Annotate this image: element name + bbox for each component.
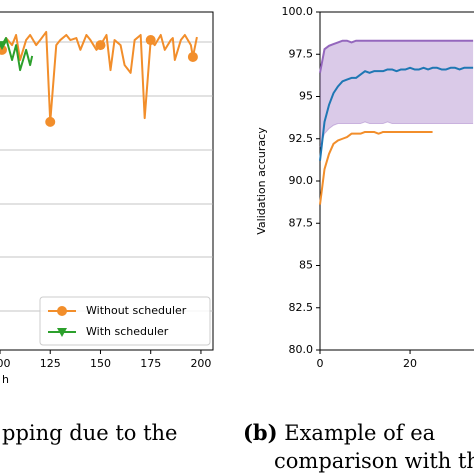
y-tick-label: 80.0	[289, 343, 314, 356]
series-line	[319, 66, 474, 161]
legend-label: With scheduler	[86, 325, 169, 338]
marker	[187, 51, 198, 62]
right-chart: 0 20 80.0 82.5 85 87.5 90.0 92.5 95 97.5 100.0 Vali…	[255, 5, 474, 370]
marker	[145, 35, 156, 46]
legend-box	[39, 296, 211, 346]
x-tick-label: 0	[317, 357, 324, 370]
legend-marker	[57, 328, 67, 337]
caption: pping due to the	[2, 421, 177, 445]
x-tick-label: 125	[40, 357, 61, 370]
legend-marker	[57, 306, 67, 316]
marker	[95, 40, 106, 51]
marker	[45, 116, 56, 127]
caption: (b) Example of ea	[243, 420, 435, 445]
band-lower	[319, 121, 474, 148]
y-tick-label: 87.5	[289, 216, 314, 229]
y-tick-label: 100.0	[282, 5, 314, 18]
legend-label: Without scheduler	[86, 304, 187, 317]
x-tick-label: 20	[403, 357, 417, 370]
y-tick-label: 97.5	[289, 47, 314, 60]
left-chart: 100 125 150 175 200 h Without scheduler With sc…	[0, 11, 214, 386]
band-upper	[319, 39, 474, 74]
y-tick-label: 82.5	[289, 301, 314, 314]
plot-frame	[0, 11, 214, 351]
y-tick-label: 95	[299, 90, 313, 103]
x-tick-label: 100	[0, 357, 11, 370]
y-tick-label: 85	[299, 259, 313, 272]
legend: Without scheduler With scheduler	[39, 296, 211, 346]
series-line	[319, 130, 433, 205]
y-axis-label: Validation accuracy	[255, 127, 268, 235]
series-line	[1, 37, 34, 72]
marker	[0, 41, 8, 51]
x-tick-label: 200	[190, 357, 211, 370]
y-tick-label: 90.0	[289, 174, 314, 187]
grid	[0, 41, 213, 312]
caption-label: (b)	[243, 420, 278, 445]
x-tick-label: 175	[140, 357, 161, 370]
x-tick-label: 150	[90, 357, 111, 370]
y-tick-label: 92.5	[289, 132, 314, 145]
caption-text: Example of ea	[284, 421, 435, 445]
caption: comparison with th	[274, 449, 474, 473]
x-axis-label: h	[2, 373, 9, 386]
series-line	[1, 30, 198, 123]
